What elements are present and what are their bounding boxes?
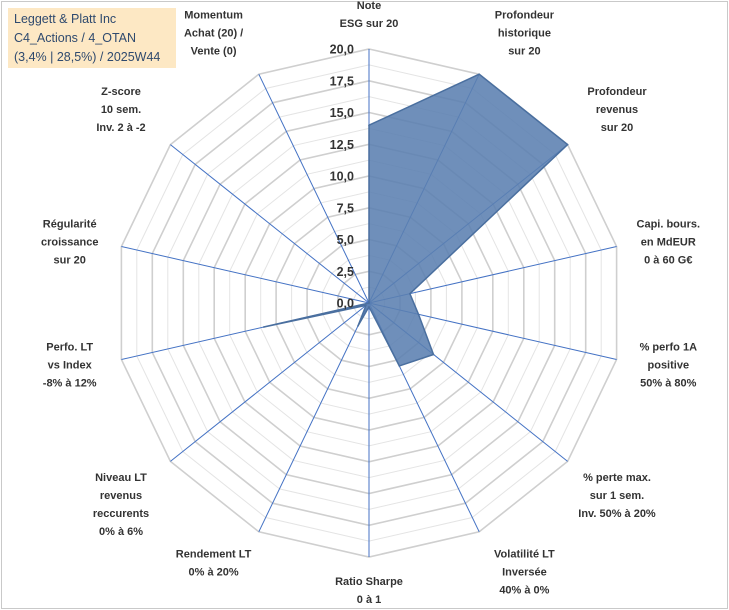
axis-label-line: Note: [357, 0, 381, 12]
axis-label-line: sur 20: [601, 122, 633, 134]
axis-label: % perte max. sur 1 sem. Inv. 50% à 20%: [578, 472, 656, 520]
axis-label-line: Momentum: [184, 9, 243, 21]
axis-label-line: Volatilité LT: [494, 549, 555, 561]
axis-label-line: sur 20: [508, 45, 540, 57]
axis-label-line: % perte max.: [583, 472, 651, 484]
r-tick-label: 10,0: [330, 170, 354, 184]
data-point: [478, 73, 481, 75]
data-point: [409, 292, 411, 295]
axis-label-line: Inv. 50% à 20%: [578, 508, 656, 520]
axis-label-line: Z-score: [101, 86, 141, 98]
title-line-stats: (3,4% | 28,5%) / 2025W44: [14, 50, 161, 64]
r-tick-label: 15,0: [330, 106, 354, 120]
axis-label: Ratio Sharpe 0 à 1: [335, 576, 403, 606]
axis-label-line: Achat (20) /: [184, 27, 243, 39]
axis-label-line: historique: [498, 27, 551, 39]
axis-label-line: positive: [648, 359, 690, 371]
axis-label-line: Profondeur: [495, 9, 555, 21]
axis-label-line: Niveau LT: [95, 472, 147, 484]
r-tick-label: 5,0: [337, 233, 354, 247]
r-tick-label: 12,5: [330, 138, 354, 152]
axis-label-line: croissance: [41, 237, 98, 249]
axis-spoke: [121, 246, 370, 304]
axis-label-line: Perfo. LT: [46, 341, 93, 353]
axis-label-line: Régularité: [43, 219, 97, 231]
axis-label: Note ESG sur 20: [340, 0, 399, 30]
axis-label-line: Rendement LT: [176, 549, 252, 561]
axis-label-line: 0% à 6%: [99, 526, 143, 538]
axis-label-line: % perfo 1A: [640, 341, 698, 353]
axis-label-line: Capi. bours.: [637, 219, 701, 231]
r-tick-label: 0,0: [337, 297, 354, 311]
axis-label-line: revenus: [100, 490, 142, 502]
axis-label-line: Inversée: [502, 567, 547, 579]
chart-title-box: Leggett & Platt Inc C4_Actions / 4_OTAN …: [8, 8, 176, 68]
data-point: [566, 143, 569, 146]
axis-label-line: revenus: [596, 104, 638, 116]
axis-label-line: en MdEUR: [641, 237, 696, 249]
axis-label-line: Inv. 2 à -2: [96, 122, 145, 134]
data-point: [368, 306, 370, 308]
axis-label-line: 0 à 60 G€: [644, 255, 692, 267]
r-tick-label: 20,0: [330, 43, 354, 57]
axis-label: % perfo 1A positive 50% à 80%: [640, 341, 698, 389]
axis-label-line: 50% à 80%: [640, 377, 696, 389]
axis-label: Momentum Achat (20) / Vente (0): [184, 9, 243, 57]
axis-label-line: 0% à 20%: [189, 567, 239, 579]
axis-label-line: Profondeur: [587, 86, 647, 98]
axis-label: Z-score 10 sem. Inv. 2 à -2: [96, 86, 145, 134]
title-line-category: C4_Actions / 4_OTAN: [14, 31, 137, 45]
axis-label: Capi. bours. en MdEUR 0 à 60 G€: [637, 219, 701, 267]
axis-label: Rendement LT 0% à 20%: [176, 549, 252, 579]
data-point: [368, 302, 370, 304]
axis-label: Profondeur historique sur 20: [495, 9, 555, 57]
r-tick-label: 17,5: [330, 74, 354, 88]
r-tick-label: 2,5: [337, 265, 354, 279]
data-point: [263, 326, 265, 328]
axis-spoke: [170, 302, 370, 462]
axis-label-line: -8% à 12%: [43, 377, 97, 389]
axis-label-line: sur 1 sem.: [590, 490, 644, 502]
data-point: [398, 365, 401, 367]
axis-label: Régularité croissance sur 20: [41, 219, 98, 267]
axis-spoke: [258, 73, 370, 304]
axis-label-line: 0 à 1: [357, 594, 381, 606]
axis-label-line: Ratio Sharpe: [335, 576, 403, 588]
axis-label-line: ESG sur 20: [340, 18, 399, 30]
data-point: [432, 353, 435, 356]
r-tick-label: 7,5: [337, 201, 354, 215]
axis-spoke: [170, 144, 370, 304]
axis-label-line: vs Index: [48, 359, 93, 371]
data-point: [417, 313, 420, 316]
title-line-company: Leggett & Platt Inc: [14, 12, 117, 26]
axis-label-line: reccurents: [93, 508, 149, 520]
data-point: [357, 325, 359, 327]
axis-label: Perfo. LT vs Index -8% à 12%: [43, 341, 97, 389]
data-point: [365, 304, 367, 307]
axis-label-line: Vente (0): [191, 45, 237, 57]
axis-label-line: 40% à 0%: [499, 585, 549, 597]
data-point: [368, 124, 370, 126]
axis-label: Profondeur revenus sur 20: [587, 86, 647, 134]
axis-spoke: [258, 302, 370, 533]
axis-label: Volatilité LT Inversée 40% à 0%: [494, 549, 555, 597]
axis-label: Niveau LT revenus reccurents 0% à 6%: [93, 472, 149, 538]
axis-label-line: 10 sem.: [101, 104, 141, 116]
axis-label-line: sur 20: [53, 255, 85, 267]
